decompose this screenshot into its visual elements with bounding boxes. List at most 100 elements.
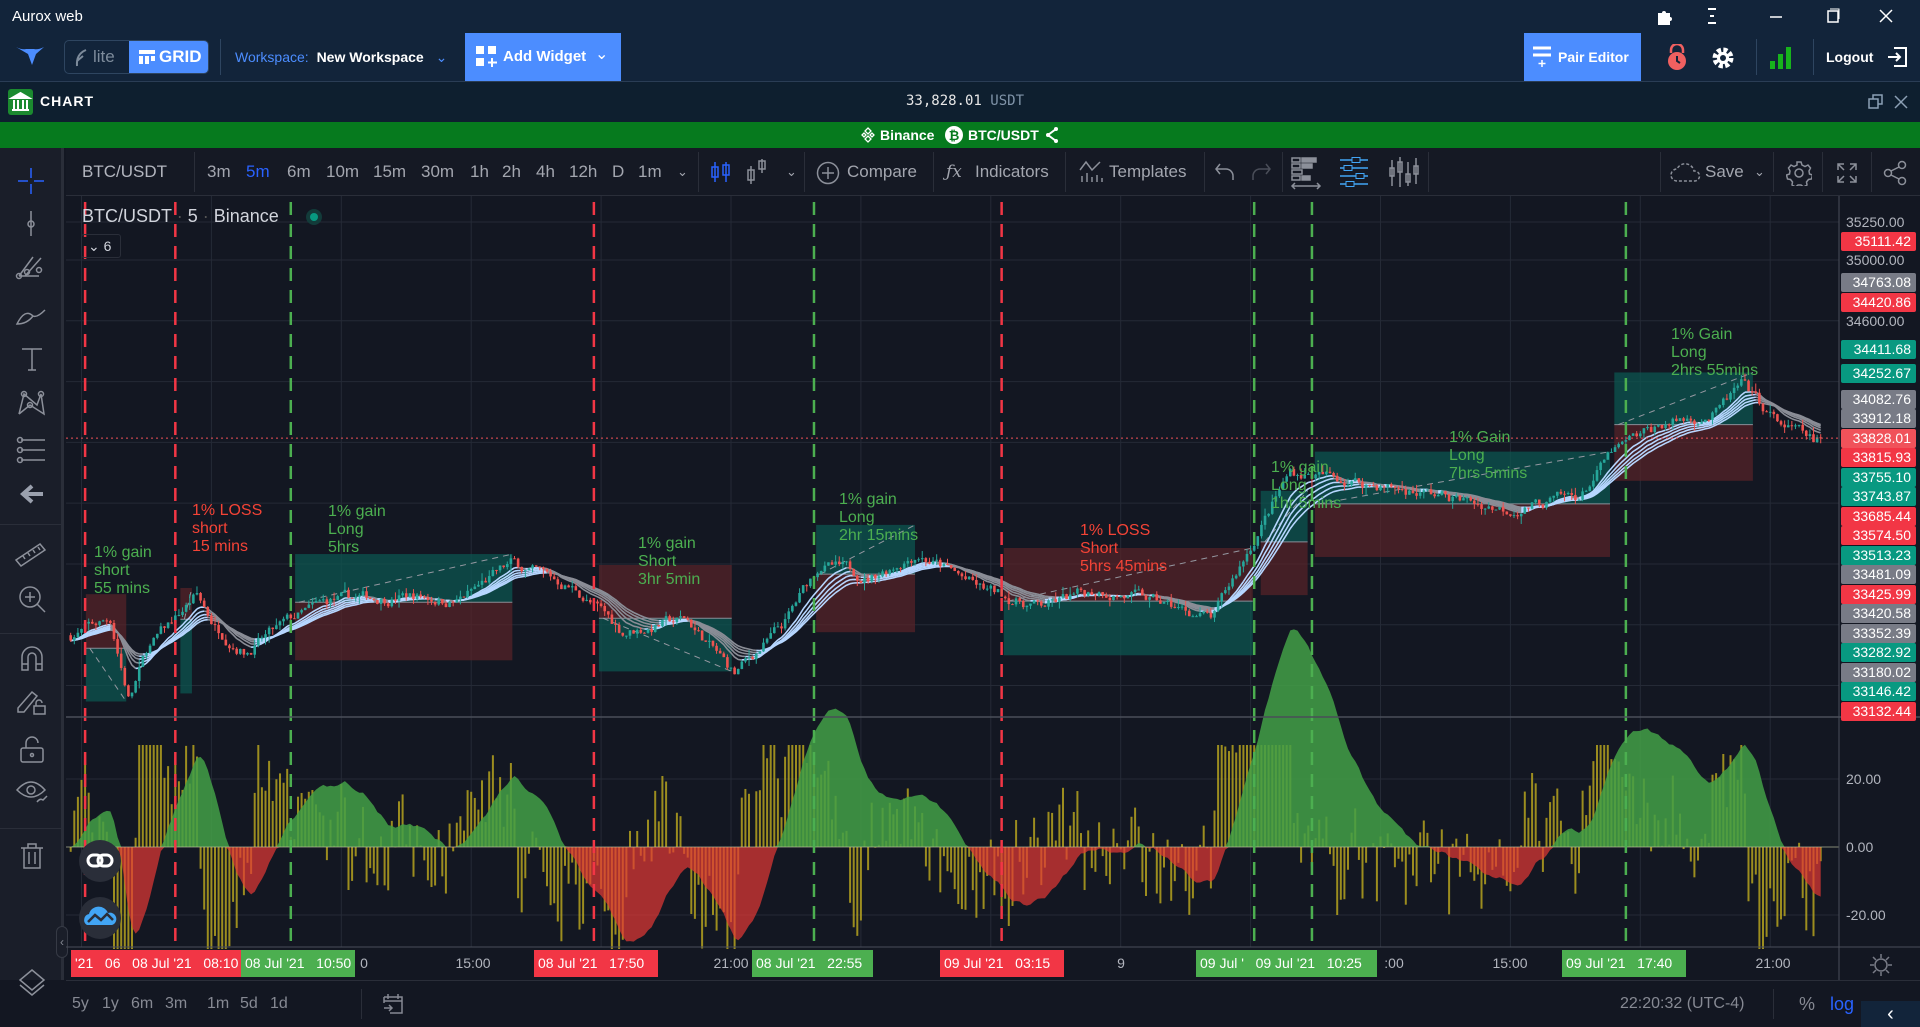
position-stop-zone[interactable] <box>295 602 513 661</box>
interval-1h[interactable]: 1h <box>470 162 489 181</box>
position-stop-zone[interactable] <box>1614 424 1753 481</box>
save-button[interactable]: Save ⌄ <box>1664 148 1772 196</box>
fullscreen-icon[interactable] <box>1836 162 1858 184</box>
maximize-icon[interactable] <box>1823 6 1843 26</box>
magnet-icon[interactable] <box>18 644 46 672</box>
candle-body <box>1245 553 1249 562</box>
interval-5m[interactable]: 5m <box>246 162 270 181</box>
candle-body <box>412 593 415 600</box>
collapse-panel-button[interactable]: ‹ <box>1861 1001 1920 1027</box>
clock[interactable]: 22:20:32 (UTC-4) <box>1620 995 1745 1012</box>
interval-3m[interactable]: 3m <box>207 162 231 181</box>
interval-D[interactable]: D <box>612 162 625 181</box>
trendline-dot-icon[interactable] <box>18 210 44 236</box>
ruler-icon[interactable] <box>14 540 48 570</box>
share-icon[interactable] <box>1044 126 1060 144</box>
compare-button[interactable]: Compare <box>810 148 934 196</box>
range-5y[interactable]: 5y <box>72 995 89 1012</box>
mode-lite-button[interactable]: lite <box>65 41 129 73</box>
collapse-toolbar-handle[interactable]: ‹ <box>56 926 68 958</box>
candle-body <box>1808 434 1812 436</box>
position-label-line: 1% Gain <box>1449 429 1511 446</box>
layers-icon[interactable] <box>17 968 47 998</box>
pitchfork-icon[interactable] <box>15 254 47 280</box>
range-6m[interactable]: 6m <box>131 995 154 1012</box>
range-1d[interactable]: 1d <box>270 995 288 1012</box>
lock-drawing-icon[interactable] <box>16 688 48 716</box>
aurox-logo-icon[interactable] <box>14 43 46 67</box>
position-label-line: 1hr 5mins <box>1271 495 1342 512</box>
templates-button[interactable]: Templates <box>1070 148 1204 196</box>
minimize-icon[interactable] <box>1766 6 1786 26</box>
pair-editor-button[interactable]: Pair Editor <box>1524 33 1641 81</box>
interval-15m[interactable]: 15m <box>373 162 407 181</box>
range-1y[interactable]: 1y <box>102 995 119 1012</box>
settings-gear-icon[interactable] <box>1710 45 1736 71</box>
go-to-date-icon[interactable] <box>382 993 404 1015</box>
percent-scale-toggle[interactable]: % <box>1799 994 1816 1014</box>
range-1m[interactable]: 1m <box>207 995 230 1012</box>
position-stop-zone[interactable] <box>1314 503 1610 557</box>
object-tree-icon[interactable] <box>1290 156 1322 190</box>
chart-settings-gear-icon[interactable] <box>1786 160 1812 186</box>
position-path-line <box>819 524 916 575</box>
position-target-zone[interactable] <box>85 648 127 702</box>
position-target-zone[interactable] <box>180 619 192 694</box>
close-icon[interactable] <box>1876 6 1896 26</box>
candle-body <box>726 657 729 668</box>
candle-body <box>1711 412 1714 420</box>
candle-body <box>242 649 246 655</box>
range-5d[interactable]: 5d <box>240 995 258 1012</box>
undo-icon[interactable] <box>1214 162 1236 182</box>
zoom-in-icon[interactable] <box>17 584 47 614</box>
range-3m[interactable]: 3m <box>165 995 188 1012</box>
logout-icon <box>1888 47 1907 67</box>
interval-1m[interactable]: 1m <box>638 162 662 181</box>
interval-12h[interactable]: 12h <box>569 162 598 181</box>
fib-tool-icon[interactable] <box>15 436 47 464</box>
pattern-icon[interactable] <box>15 390 47 418</box>
position-stop-zone[interactable] <box>816 574 916 633</box>
redo-icon[interactable] <box>1250 162 1272 182</box>
menu-icon[interactable] <box>1704 6 1720 26</box>
logout-button[interactable]: Logout <box>1826 33 1920 81</box>
strategy-tester-icon[interactable] <box>1388 156 1420 188</box>
share-icon[interactable] <box>1882 160 1908 186</box>
position-stop-zone[interactable] <box>1260 541 1308 596</box>
text-tool-icon[interactable] <box>19 346 45 372</box>
trash-icon[interactable] <box>19 842 45 870</box>
interval-4h[interactable]: 4h <box>536 162 555 181</box>
bar-chart-type-icon[interactable] <box>746 158 768 184</box>
unlock-icon[interactable] <box>19 736 45 764</box>
interval-2h[interactable]: 2h <box>502 162 521 181</box>
candles-chart-type-icon[interactable] <box>710 160 732 184</box>
popout-icon[interactable] <box>1868 94 1884 110</box>
crosshair-icon[interactable] <box>16 166 46 196</box>
interval-10m[interactable]: 10m <box>326 162 360 181</box>
interval-30m[interactable]: 30m <box>421 162 455 181</box>
eye-icon[interactable] <box>15 778 49 808</box>
axis-settings-icon[interactable] <box>1868 952 1894 978</box>
legend-interval: 5 <box>187 206 198 226</box>
workspace-selector[interactable]: Workspace: New Workspace ⌄ <box>235 33 447 81</box>
interval-6m[interactable]: 6m <box>287 162 311 181</box>
symbol-search[interactable]: BTC/USDT <box>82 162 167 181</box>
chevron-down-icon[interactable]: ⌄ <box>786 164 797 179</box>
indicators-collapse-button[interactable]: ⌄ 6 <box>81 234 121 258</box>
bitcoin-icon: ₿ <box>945 126 963 144</box>
indicator-settings-icon[interactable] <box>1338 156 1370 188</box>
add-widget-button[interactable]: Add Widget ⌄ <box>465 33 621 81</box>
log-scale-toggle[interactable]: log <box>1830 994 1855 1014</box>
extensions-icon[interactable] <box>1654 6 1674 26</box>
candle-body <box>123 667 127 686</box>
link-button[interactable] <box>79 840 121 882</box>
back-arrow-icon[interactable] <box>18 482 46 506</box>
chart-overlay-button[interactable] <box>79 897 121 939</box>
alarm-timer-icon[interactable] <box>1664 44 1690 72</box>
brush-icon[interactable] <box>15 302 47 328</box>
close-widget-icon[interactable] <box>1893 94 1909 110</box>
indicators-button[interactable]: ƒx Indicators <box>938 148 1066 196</box>
chevron-down-icon[interactable]: ⌄ <box>677 164 688 179</box>
position-path-line <box>1007 547 1253 602</box>
